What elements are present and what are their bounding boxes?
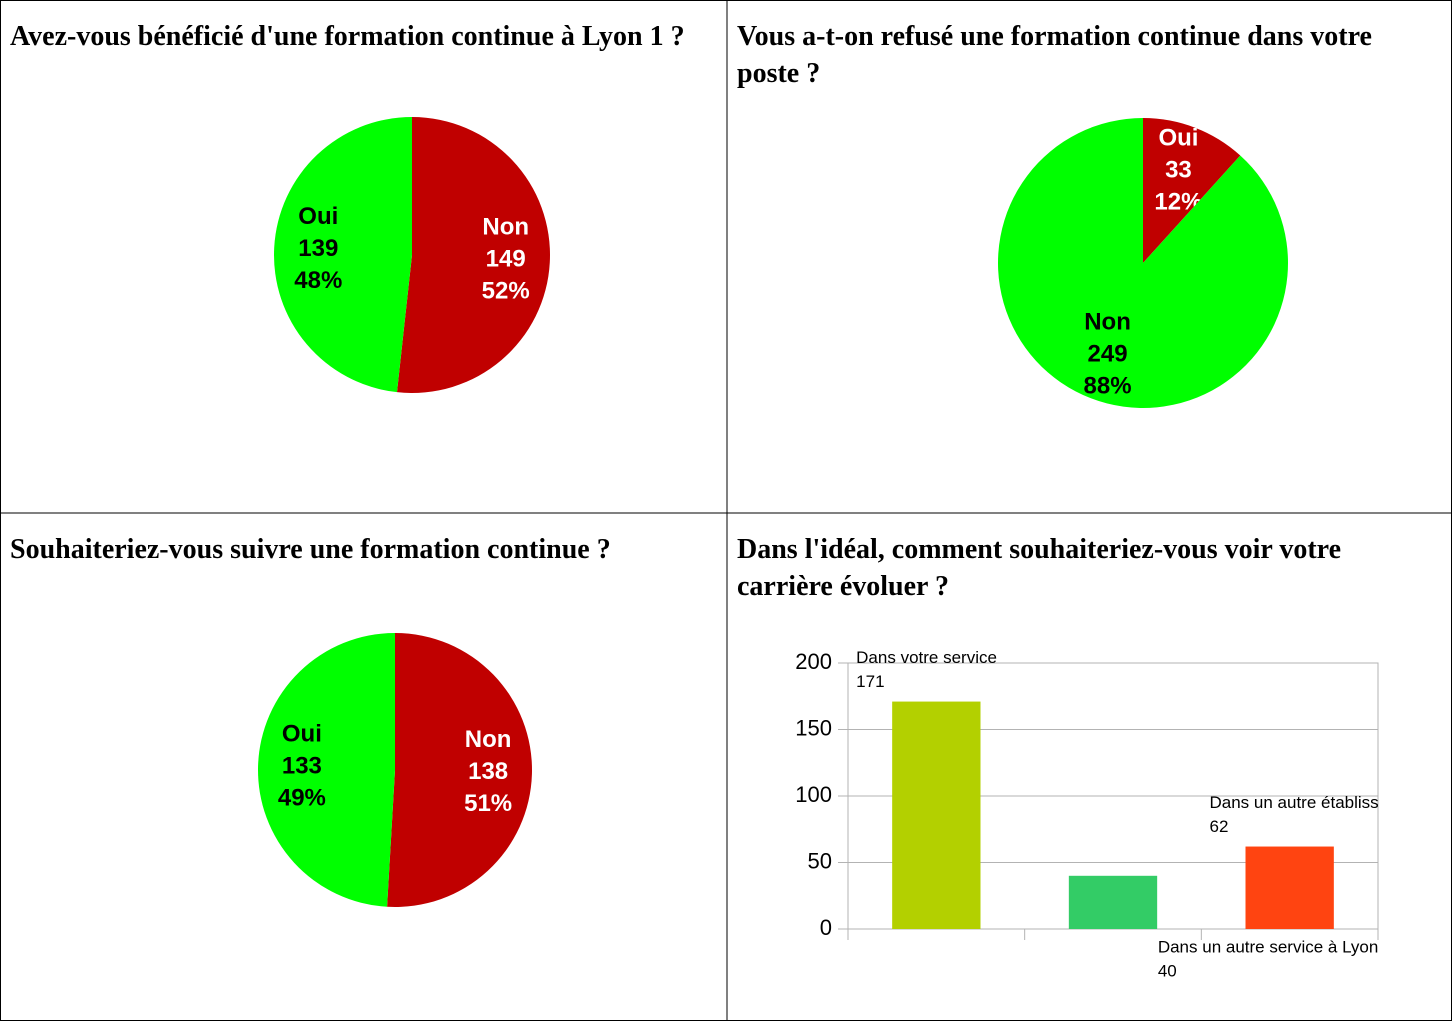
slice-percent: 52% (482, 277, 530, 304)
slice-value: 249 (1088, 340, 1128, 367)
y-tick-label: 200 (795, 649, 832, 674)
bar-value: 40 (1158, 961, 1177, 980)
y-tick-label: 100 (795, 782, 832, 807)
slice-category: Oui (1158, 124, 1198, 151)
bar-labels: Dans votre service 171 Dans un autre servi… (856, 648, 1427, 980)
slice-value: 33 (1165, 156, 1192, 183)
bar-value: 62 (1210, 817, 1229, 836)
slice-percent: 51% (464, 790, 512, 817)
chart-title: Avez-vous bénéficié d'une formation cont… (10, 21, 685, 52)
pie-slice (387, 633, 533, 907)
y-tick-label: 50 (808, 848, 832, 873)
pie-slice (998, 118, 1289, 408)
bar-value: 171 (856, 672, 884, 691)
chart-title: Souhaiteriez-vous suivre une formation c… (10, 534, 611, 565)
slice-category: Oui (298, 203, 338, 230)
pie-slice (258, 633, 395, 907)
y-tick-label: 150 (795, 715, 832, 740)
slice-category: Non (482, 213, 529, 240)
slice-category: Non (465, 726, 512, 753)
slice-percent: 49% (278, 785, 326, 812)
slice-category: Non (1084, 308, 1131, 335)
chart-title: Dans l'idéal, comment souhaiteriez-vous … (737, 534, 1341, 602)
bar (1068, 875, 1158, 929)
slice-value: 149 (486, 245, 526, 272)
slice-value: 138 (468, 758, 508, 785)
y-tick-label: 0 (820, 915, 832, 940)
bar-category: Dans votre service (856, 648, 997, 667)
slice-category: Oui (282, 721, 322, 748)
chart-title: Vous a-t-on refusé une formation continu… (737, 21, 1372, 89)
pie-slice (396, 117, 551, 393)
slice-percent: 48% (294, 267, 342, 294)
slice-value: 139 (298, 235, 338, 262)
bar (1245, 846, 1334, 929)
bar-category: Dans un autre service à Lyon 1 (1158, 937, 1393, 956)
bar-category: Dans un autre établissement (1210, 793, 1427, 812)
slice-percent: 88% (1084, 372, 1132, 399)
slice-value: 133 (282, 753, 322, 780)
pie-slice (1143, 118, 1241, 263)
pie-slice (274, 117, 412, 393)
bar (892, 701, 981, 929)
